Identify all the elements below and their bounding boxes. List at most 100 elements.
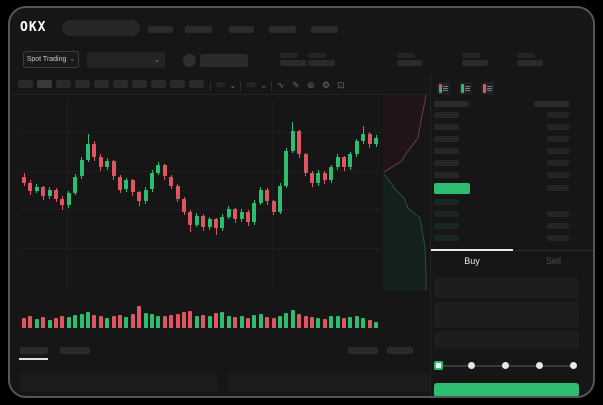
candle [258,189,263,203]
tab-buy[interactable]: Buy [464,256,480,266]
interval-selector[interactable] [216,82,226,87]
price-input[interactable] [434,278,579,298]
toolbar-tab-active[interactable] [37,80,52,88]
candle [156,164,161,173]
slider-stop-1[interactable] [468,362,476,369]
volume-bar [105,317,110,328]
camera-snapshot-icon[interactable]: ⊚ [307,80,315,90]
slider-stop-2[interactable] [502,362,509,369]
ask-row-price[interactable] [434,160,459,166]
ask-row-amount[interactable] [547,124,569,130]
toolbar-tab[interactable] [170,80,185,88]
toolbar-tab[interactable] [132,80,147,88]
ask-row-amount[interactable] [547,148,569,154]
toolbar-divider [240,81,241,91]
volume-bar [28,316,33,328]
tab-sell[interactable]: Sell [545,256,561,266]
gridline [18,132,382,133]
nav-menu-item[interactable] [148,26,173,33]
ask-row-price[interactable] [434,112,459,118]
ask-row-price[interactable] [434,148,459,154]
amount-input[interactable] [434,302,579,328]
bid-row-amount[interactable] [547,235,569,241]
chart-settings-gear-icon[interactable]: ⚙ [322,80,331,90]
market-type-label: Spot Trading [26,56,67,63]
orderbook-view-asks-icon[interactable] [481,82,494,95]
orderbook-view-split-icon[interactable] [437,82,450,95]
bid-row-amount[interactable] [547,223,569,229]
bottom-action-link[interactable] [348,347,378,354]
bid-row-price[interactable] [434,235,459,241]
toolbar-divider [210,81,211,91]
candle [73,176,78,194]
orderbook-view-bids-icon[interactable] [459,82,472,95]
chart-type-selector[interactable] [246,82,256,87]
volume-bar [278,315,282,328]
slider-stop-4[interactable] [569,362,577,369]
search-input[interactable] [62,20,140,36]
bid-row-amount[interactable] [547,211,569,217]
candle [34,186,39,191]
slider-stop-0[interactable] [433,361,443,370]
nav-menu-item[interactable] [229,26,254,33]
nav-menu-item[interactable] [269,26,296,33]
volume-bar [124,317,129,328]
candle [86,144,90,160]
bid-row-price[interactable] [434,223,459,229]
total-input[interactable] [434,331,579,348]
chevron-down-icon[interactable]: ⌄ [229,80,237,90]
toolbar-tab[interactable] [189,80,204,88]
nav-menu-item[interactable] [185,26,212,33]
ask-row-amount[interactable] [547,136,569,142]
toolbar-tab[interactable] [151,80,166,88]
orderbook-header-amount [534,101,569,107]
bottom-tab-orders[interactable] [20,347,48,354]
pair-selector-dropdown[interactable]: ⌄ [87,52,165,68]
candle [194,215,199,225]
volume-bar [322,319,327,328]
candle [98,157,103,168]
toolbar-divider [271,81,272,91]
buy-tab-indicator [431,249,513,251]
market-type-dropdown[interactable]: Spot Trading ⌄ [23,51,79,68]
toolbar-tab[interactable] [113,80,128,88]
ask-row-price[interactable] [434,172,459,178]
slider-stop-3[interactable] [535,362,543,369]
volume-bar [348,317,353,328]
toolbar-bottom-divider [10,94,430,95]
chevron-down-icon: ⌄ [69,56,76,63]
last-row-amount[interactable] [547,185,569,191]
candle [137,192,142,202]
indicators-wave-icon[interactable]: ∿ [277,80,285,90]
toolbar-tab[interactable] [18,80,33,88]
fullscreen-icon[interactable]: ⊡ [337,80,345,90]
draw-tool-icon[interactable]: ✎ [292,80,300,90]
last-price-bar[interactable] [434,183,470,194]
candle [201,215,206,228]
ticker-coin-avatar[interactable] [183,54,196,67]
volume-bar [34,319,39,328]
bid-row-price[interactable] [434,211,459,217]
candle [79,159,84,177]
ask-row-amount[interactable] [547,172,569,178]
ask-row-price[interactable] [434,136,459,142]
candle [265,189,270,202]
stat-label [280,53,298,58]
ask-row-price[interactable] [434,124,459,130]
volume-bar [258,313,263,328]
bottom-tab-history[interactable] [60,347,90,354]
bottom-action-link[interactable] [387,347,413,354]
nav-menu-item[interactable] [311,26,338,33]
toolbar-tab[interactable] [56,80,71,88]
bid-row-price[interactable] [434,199,459,205]
toolbar-tab[interactable] [75,80,90,88]
candle [188,211,193,225]
ask-row-amount[interactable] [547,112,569,118]
candle [66,193,71,206]
volume-bar [233,317,238,328]
ask-row-amount[interactable] [547,160,569,166]
stat-value [397,60,422,66]
chevron-down-icon[interactable]: ⌄ [260,80,268,90]
toolbar-tab[interactable] [94,80,109,88]
buy-submit-button[interactable] [434,383,579,396]
